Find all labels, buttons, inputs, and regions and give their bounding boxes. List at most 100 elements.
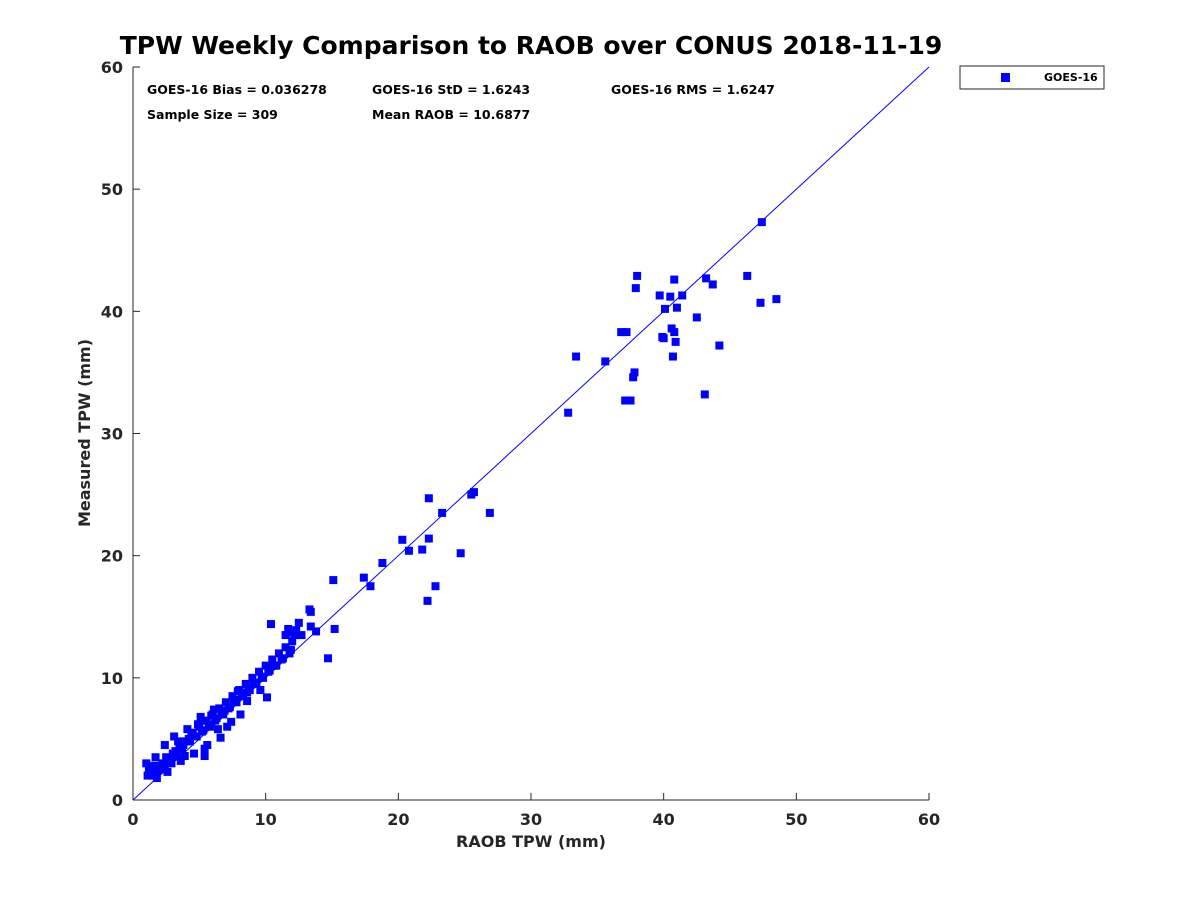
data-point — [268, 655, 277, 664]
data-point — [672, 303, 681, 312]
data-point — [431, 582, 440, 591]
data-point — [743, 271, 752, 280]
data-point — [572, 352, 581, 361]
stat-mean-raob: Mean RAOB = 10.6877 — [372, 107, 530, 122]
y-tick-label: 30 — [101, 425, 123, 444]
data-point — [757, 218, 766, 227]
y-tick-label: 60 — [101, 58, 123, 77]
data-point — [659, 334, 668, 343]
data-point — [281, 631, 290, 640]
data-point — [678, 291, 687, 300]
data-point — [292, 626, 301, 635]
data-point — [200, 744, 209, 753]
y-tick-label: 20 — [101, 547, 123, 566]
data-point — [617, 328, 626, 337]
data-point — [702, 274, 711, 283]
data-point — [424, 534, 433, 543]
data-point — [629, 373, 638, 382]
y-tick-label: 50 — [101, 180, 123, 199]
data-point — [469, 488, 478, 497]
data-point — [256, 686, 265, 695]
data-point — [423, 596, 432, 605]
legend-box — [959, 65, 1105, 90]
data-point — [225, 703, 234, 712]
data-point — [172, 752, 181, 761]
stat-std: GOES-16 StD = 1.6243 — [372, 82, 530, 97]
data-point — [601, 357, 610, 366]
data-point — [220, 706, 229, 715]
data-point — [378, 558, 387, 567]
data-point — [190, 749, 199, 758]
data-point — [329, 576, 338, 585]
data-point — [223, 722, 232, 731]
data-point — [261, 661, 270, 670]
data-point — [160, 741, 169, 750]
data-point — [284, 624, 293, 633]
data-point — [249, 678, 258, 687]
data-point — [268, 661, 277, 670]
data-point — [324, 654, 333, 663]
statistics-annotations: GOES-16 Bias = 0.036278 GOES-16 StD = 1.… — [147, 82, 775, 122]
data-point — [156, 764, 165, 773]
data-point — [286, 645, 295, 654]
data-point — [670, 275, 679, 284]
data-point — [152, 774, 161, 783]
data-point — [366, 582, 375, 591]
legend-marker-goes16 — [1001, 73, 1010, 82]
data-point — [180, 752, 189, 761]
data-point — [221, 698, 230, 707]
data-point — [671, 337, 680, 346]
x-axis-label: RAOB TPW (mm) — [456, 832, 606, 851]
data-point — [398, 535, 407, 544]
data-point — [670, 328, 679, 337]
data-point — [194, 720, 203, 729]
x-tick-label: 60 — [918, 810, 940, 829]
data-point — [212, 714, 221, 723]
x-tick-label: 20 — [387, 810, 409, 829]
data-point — [438, 508, 447, 517]
scatter-points — [142, 218, 781, 783]
chart-title: TPW Weekly Comparison to RAOB over CONUS… — [120, 31, 943, 60]
x-tick-label: 40 — [653, 810, 675, 829]
stat-bias: GOES-16 Bias = 0.036278 — [147, 82, 327, 97]
data-point — [668, 352, 677, 361]
x-axis-ticks: 0 10 20 30 40 50 60 — [127, 793, 940, 829]
data-point — [700, 390, 709, 399]
y-axis-label: Measured TPW (mm) — [75, 339, 94, 527]
x-tick-label: 0 — [127, 810, 138, 829]
data-point — [142, 759, 151, 768]
data-point — [265, 666, 274, 675]
data-point — [262, 693, 271, 702]
data-point — [564, 408, 573, 417]
data-point — [772, 295, 781, 304]
data-point — [241, 679, 250, 688]
data-point — [756, 298, 765, 307]
data-point — [243, 688, 252, 697]
data-point — [207, 711, 216, 720]
data-point — [233, 687, 242, 696]
y-tick-label: 0 — [112, 791, 123, 810]
x-tick-label: 50 — [785, 810, 807, 829]
data-point — [655, 291, 664, 300]
y-axis-ticks: 0 10 20 30 40 50 60 — [101, 58, 140, 810]
data-point — [176, 756, 185, 765]
data-point — [626, 396, 635, 405]
data-point — [278, 654, 287, 663]
data-point — [418, 545, 427, 554]
data-point — [281, 643, 290, 652]
data-point — [621, 396, 630, 405]
data-point — [666, 292, 675, 301]
data-point — [199, 726, 208, 735]
data-point — [297, 631, 306, 640]
data-point — [708, 280, 717, 289]
data-point — [215, 704, 224, 713]
data-point — [257, 672, 266, 681]
data-point — [274, 649, 283, 658]
data-point — [485, 508, 494, 517]
data-point — [622, 328, 631, 337]
legend-label-goes16: GOES-16 — [1044, 71, 1098, 84]
data-point — [631, 284, 640, 293]
data-point — [187, 728, 196, 737]
data-point — [294, 618, 303, 627]
